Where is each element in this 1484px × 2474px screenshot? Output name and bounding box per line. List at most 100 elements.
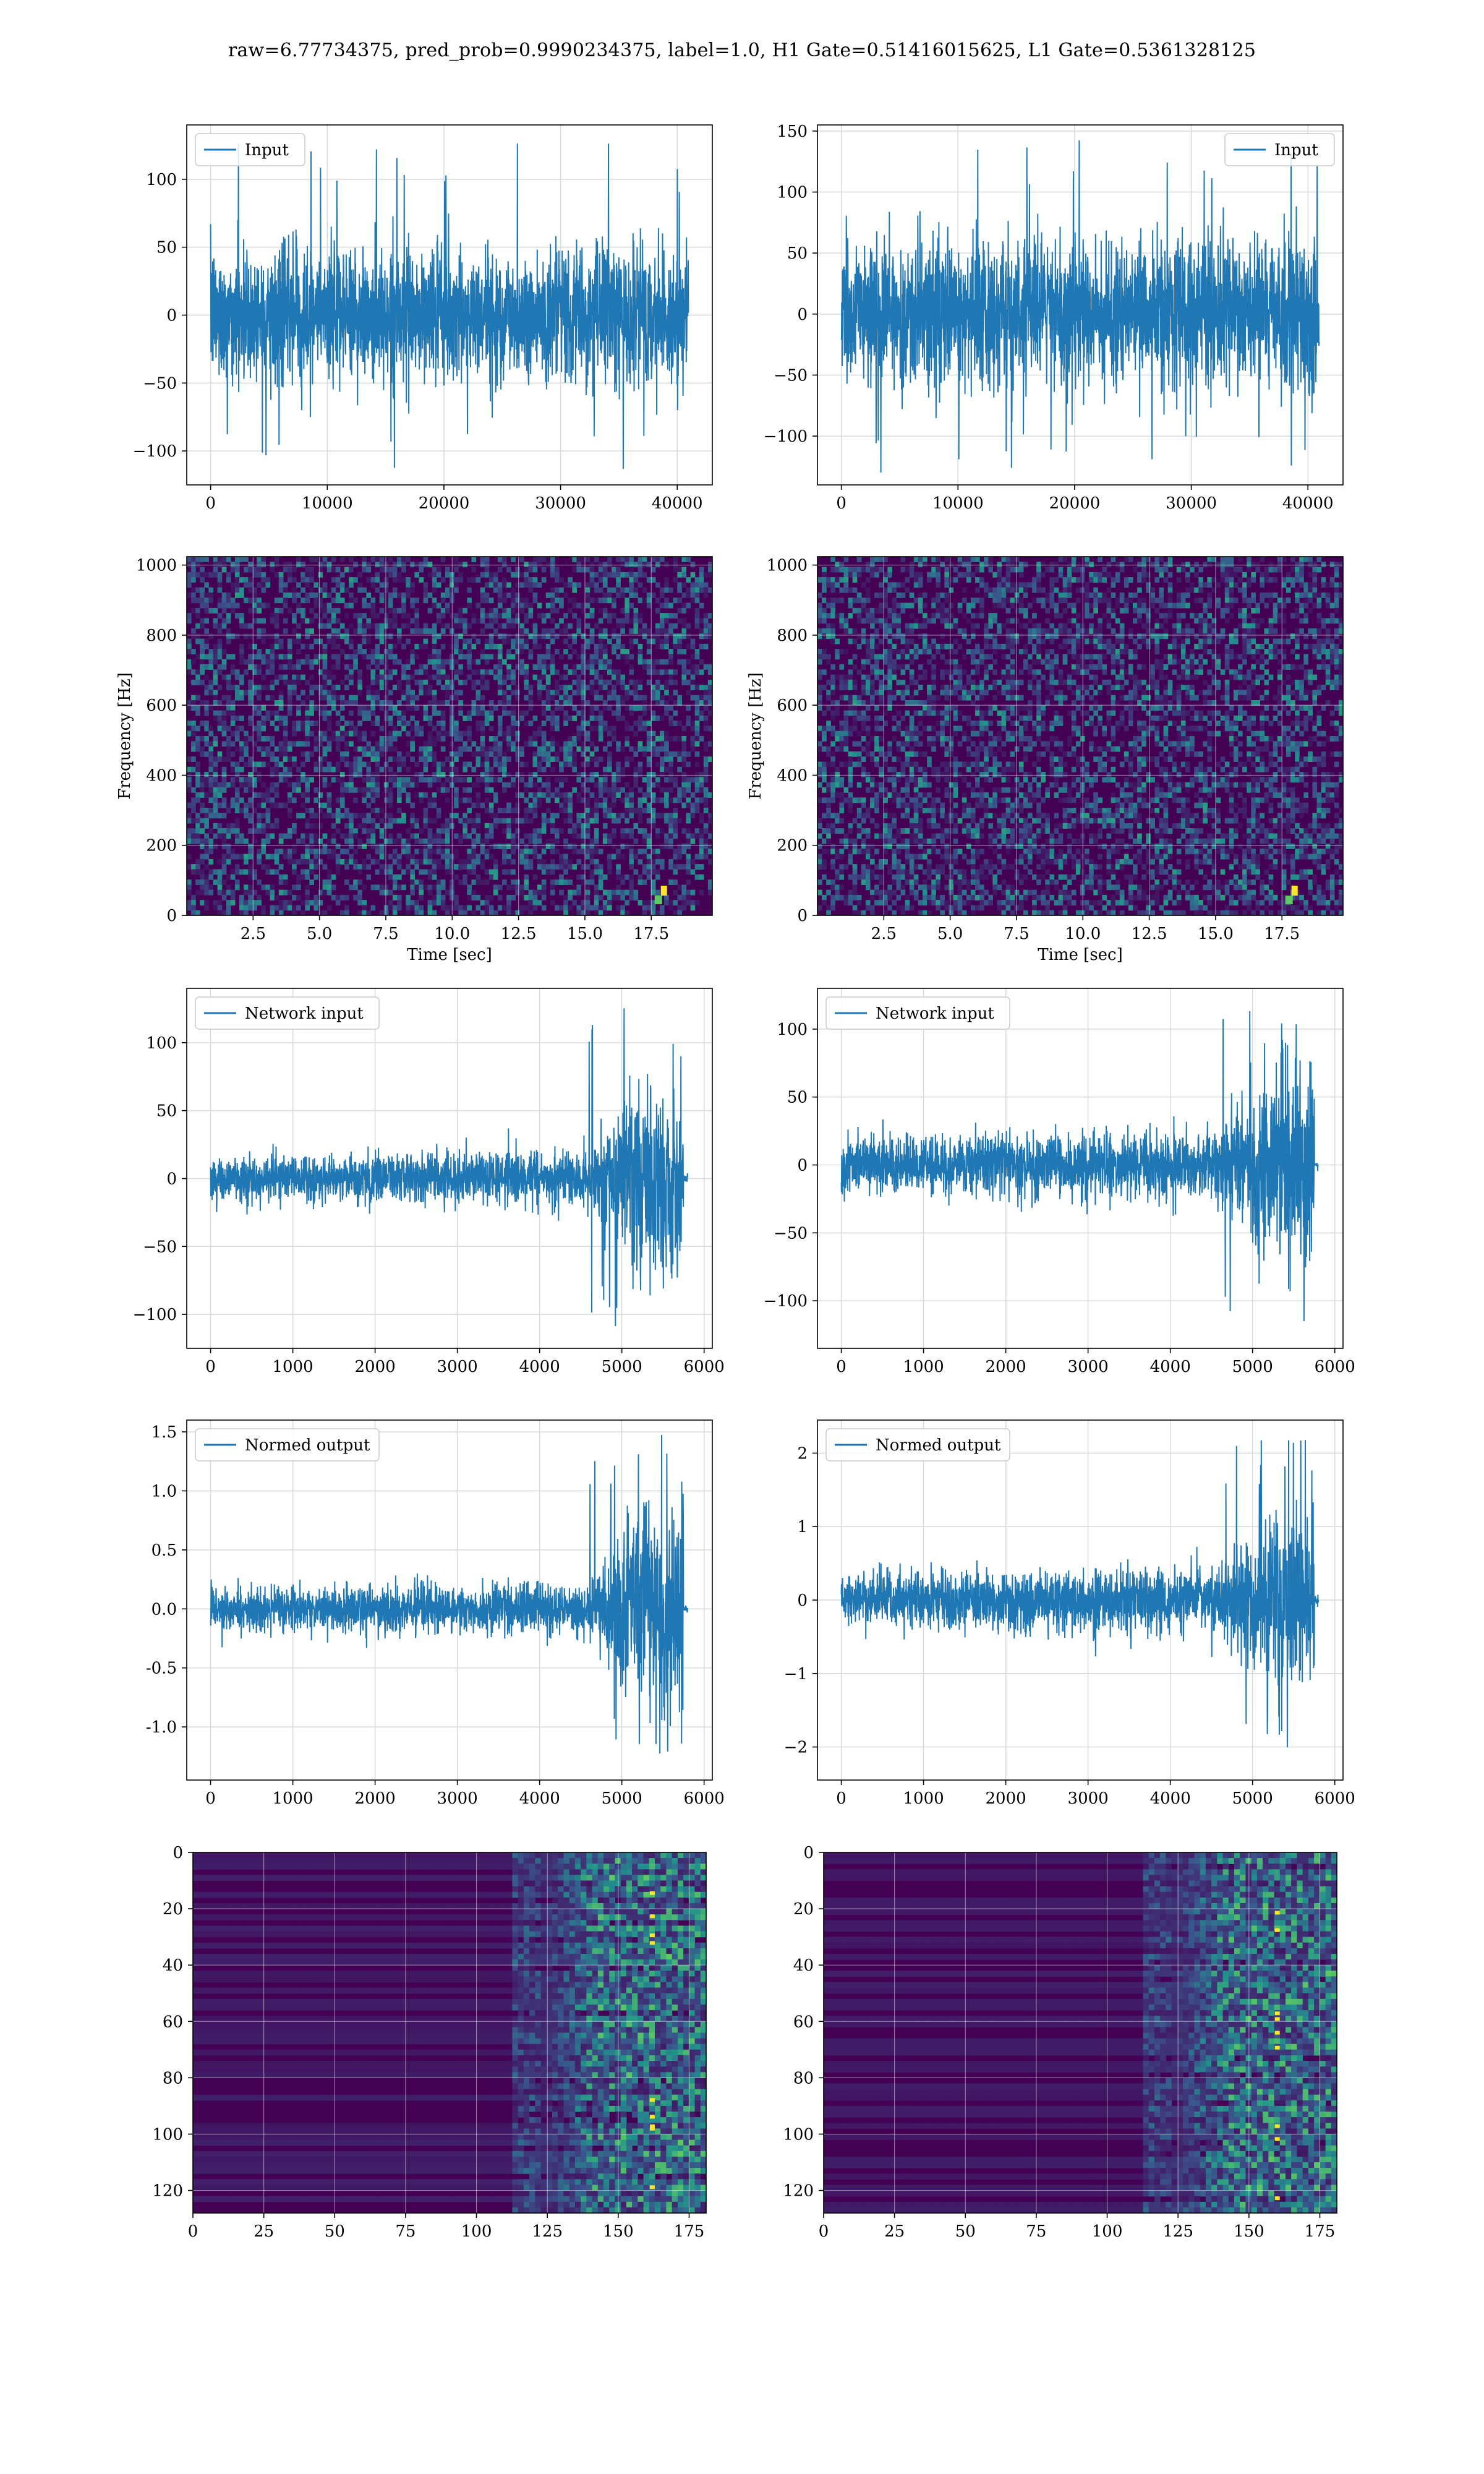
heatmap-cell (274, 761, 279, 768)
heatmap-cell (528, 721, 534, 726)
heatmap-cell (602, 823, 608, 829)
heatmap-cell (234, 761, 240, 768)
heatmap-cell (467, 730, 472, 737)
heatmap-cell (668, 649, 673, 654)
heatmap-cell (191, 802, 196, 808)
heatmap-cell (502, 880, 507, 885)
heatmap-cell (856, 751, 862, 757)
heatmap-cell (506, 623, 511, 629)
heatmap-cell (335, 854, 341, 860)
heatmap-cell (638, 582, 643, 588)
heatmap-cell (497, 685, 503, 690)
heatmap-cell (642, 849, 647, 855)
heatmap-cell (822, 567, 827, 573)
heatmap-cell (690, 664, 696, 670)
heatmap-cell (296, 766, 301, 773)
heatmap-cell (502, 761, 507, 768)
heatmap-cell (427, 628, 433, 634)
heatmap-cell (843, 833, 849, 839)
heatmap-cell (191, 787, 196, 793)
heatmap-cell (650, 797, 656, 803)
heatmap-cell (511, 777, 516, 783)
heatmap-cell (848, 685, 853, 690)
heatmap-cell (506, 613, 511, 618)
heatmap-cell (488, 777, 494, 783)
heatmap-cell (515, 880, 520, 885)
heatmap-cell (511, 858, 516, 865)
heatmap-cell (870, 874, 875, 880)
heatmap-cell (344, 864, 349, 870)
heatmap-cell (537, 838, 542, 844)
heatmap-cell (195, 613, 200, 618)
heatmap-cell (545, 797, 551, 803)
heatmap-cell (699, 772, 704, 777)
heatmap-cell (414, 562, 419, 568)
heatmap-cell (541, 618, 547, 624)
heatmap-cell (616, 633, 621, 640)
heatmap-cell (392, 567, 398, 573)
heatmap-cell (589, 613, 595, 618)
heatmap-cell (305, 777, 310, 783)
heatmap-cell (458, 562, 463, 568)
heatmap-cell (326, 797, 332, 803)
heatmap-cell (690, 808, 696, 813)
heatmap-cell (638, 900, 643, 905)
heatmap-cell (555, 623, 560, 629)
heatmap-cell (576, 823, 582, 829)
heatmap-cell (234, 593, 240, 598)
heatmap-cell (383, 695, 389, 701)
heatmap-cell (252, 726, 257, 732)
heatmap-cell (278, 597, 284, 604)
heatmap-cell (594, 910, 599, 916)
heatmap-cell (826, 623, 831, 629)
heatmap-cell (668, 669, 673, 675)
heatmap-cell (349, 833, 354, 839)
heatmap-cell (506, 695, 511, 701)
heatmap-cell (305, 823, 310, 829)
heatmap-cell (450, 730, 454, 737)
heatmap-cell (226, 685, 231, 690)
x-axis-label: Time [sec] (407, 946, 492, 964)
heatmap-cell (607, 618, 612, 624)
heatmap-cell (537, 833, 542, 839)
heatmap-cell (484, 567, 490, 573)
heatmap-cell (616, 618, 621, 624)
heatmap-cell (572, 889, 577, 896)
heatmap-cell (826, 802, 831, 808)
heatmap-cell (200, 649, 205, 654)
heatmap-cell (694, 741, 700, 747)
heatmap-cell (694, 705, 700, 711)
heatmap-cell (217, 669, 223, 675)
heatmap-cell (313, 741, 319, 747)
heatmap-cell (301, 597, 305, 604)
heatmap-cell (471, 849, 477, 855)
heatmap-cell (856, 823, 862, 829)
heatmap-cell (843, 838, 849, 844)
heatmap-cell (484, 828, 490, 834)
heatmap-cell (822, 730, 827, 737)
heatmap-cell (576, 772, 582, 777)
heatmap-cell (388, 797, 393, 803)
heatmap-cell (283, 751, 288, 757)
heatmap-cell (195, 797, 200, 803)
heatmap-cell (865, 864, 871, 870)
heatmap-cell (248, 900, 253, 905)
heatmap-cell (664, 710, 669, 716)
heatmap-cell (239, 618, 244, 624)
heatmap-cell (440, 643, 446, 649)
heatmap-cell (471, 679, 477, 685)
heatmap-cell (541, 849, 547, 855)
heatmap-cell (221, 674, 227, 680)
heatmap-cell (436, 721, 441, 726)
heatmap-cell (519, 884, 524, 891)
heatmap-cell (668, 828, 673, 834)
heatmap-cell (585, 905, 591, 911)
heatmap-cell (581, 567, 586, 573)
heatmap-cell (274, 726, 279, 732)
heatmap-cell (401, 761, 406, 768)
heatmap-cell (677, 597, 682, 604)
heatmap-cell (313, 638, 319, 644)
heatmap-cell (471, 782, 477, 788)
heatmap-cell (204, 685, 209, 690)
heatmap-cell (594, 889, 599, 896)
